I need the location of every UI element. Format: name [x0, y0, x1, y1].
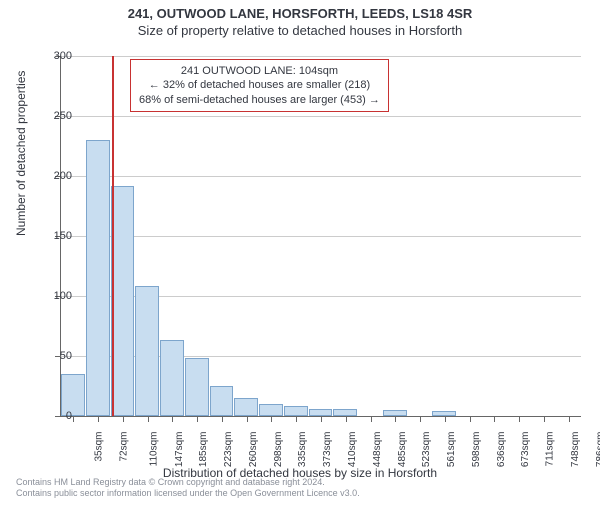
x-tick-label: 673sqm [520, 432, 531, 468]
x-tick-label: 410sqm [347, 432, 358, 468]
histogram-bar [160, 340, 184, 416]
x-tick-label: 110sqm [148, 432, 159, 467]
x-tick-label: 523sqm [421, 432, 432, 468]
x-tick-label: 260sqm [248, 432, 259, 468]
x-tick [519, 416, 520, 422]
x-tick-label: 335sqm [298, 432, 309, 468]
x-tick [371, 416, 372, 422]
marker-line [112, 56, 114, 416]
annotation-line: 241 OUTWOOD LANE: 104sqm [139, 64, 380, 78]
x-tick [73, 416, 74, 422]
attribution-text: Contains HM Land Registry data © Crown c… [16, 477, 360, 500]
x-tick-label: 35sqm [94, 432, 105, 462]
x-tick-label: 485sqm [397, 432, 408, 468]
annotation-box: 241 OUTWOOD LANE: 104sqm← 32% of detache… [130, 59, 389, 112]
y-tick [55, 416, 61, 417]
annotation-line: 68% of semi-detached houses are larger (… [139, 93, 380, 107]
y-tick-label: 150 [54, 230, 72, 242]
histogram-bar [135, 286, 159, 416]
histogram-bar [210, 386, 234, 416]
x-tick-label: 223sqm [223, 432, 234, 468]
x-tick-label: 636sqm [496, 432, 507, 468]
x-tick-label: 373sqm [322, 432, 333, 468]
page-subtitle: Size of property relative to detached ho… [0, 23, 600, 38]
grid-line [61, 236, 581, 237]
y-axis-label: Number of detached properties [14, 71, 28, 236]
x-tick [247, 416, 248, 422]
x-tick-label: 185sqm [199, 432, 210, 468]
x-tick [420, 416, 421, 422]
x-tick [569, 416, 570, 422]
x-tick [470, 416, 471, 422]
y-tick-label: 250 [54, 110, 72, 122]
x-tick [222, 416, 223, 422]
histogram-bar [61, 374, 85, 416]
x-tick [544, 416, 545, 422]
x-tick [321, 416, 322, 422]
x-tick [296, 416, 297, 422]
attribution-line2: Contains public sector information licen… [16, 488, 360, 500]
grid-line [61, 116, 581, 117]
x-tick [445, 416, 446, 422]
x-tick-label: 711sqm [544, 432, 555, 467]
grid-line [61, 176, 581, 177]
y-tick-label: 50 [60, 350, 72, 362]
x-tick-label: 448sqm [372, 432, 383, 468]
x-tick-label: 72sqm [119, 432, 130, 462]
page-title: 241, OUTWOOD LANE, HORSFORTH, LEEDS, LS1… [0, 6, 600, 21]
annotation-line: ← 32% of detached houses are smaller (21… [139, 78, 380, 92]
x-tick [172, 416, 173, 422]
x-tick [123, 416, 124, 422]
x-tick [98, 416, 99, 422]
y-tick-label: 0 [66, 410, 72, 422]
histogram-bar [234, 398, 258, 416]
x-tick-label: 598sqm [471, 432, 482, 468]
x-tick [197, 416, 198, 422]
histogram-bar [111, 186, 135, 416]
histogram-bar [185, 358, 209, 416]
x-tick [494, 416, 495, 422]
x-tick-label: 298sqm [273, 432, 284, 468]
x-tick-label: 561sqm [446, 432, 457, 468]
grid-line [61, 56, 581, 57]
histogram-bar [309, 409, 333, 416]
x-tick [395, 416, 396, 422]
y-tick-label: 300 [54, 50, 72, 62]
y-tick-label: 100 [54, 290, 72, 302]
histogram-bar [86, 140, 110, 416]
histogram-bar [333, 409, 357, 416]
x-tick-label: 786sqm [595, 432, 600, 468]
histogram-bar [284, 406, 308, 416]
y-tick-label: 200 [54, 170, 72, 182]
histogram-bar [259, 404, 283, 416]
x-tick [271, 416, 272, 422]
x-tick [346, 416, 347, 422]
x-tick [148, 416, 149, 422]
x-axis-label: Distribution of detached houses by size … [0, 466, 600, 480]
x-tick-label: 748sqm [570, 432, 581, 468]
x-tick-label: 147sqm [174, 432, 185, 468]
